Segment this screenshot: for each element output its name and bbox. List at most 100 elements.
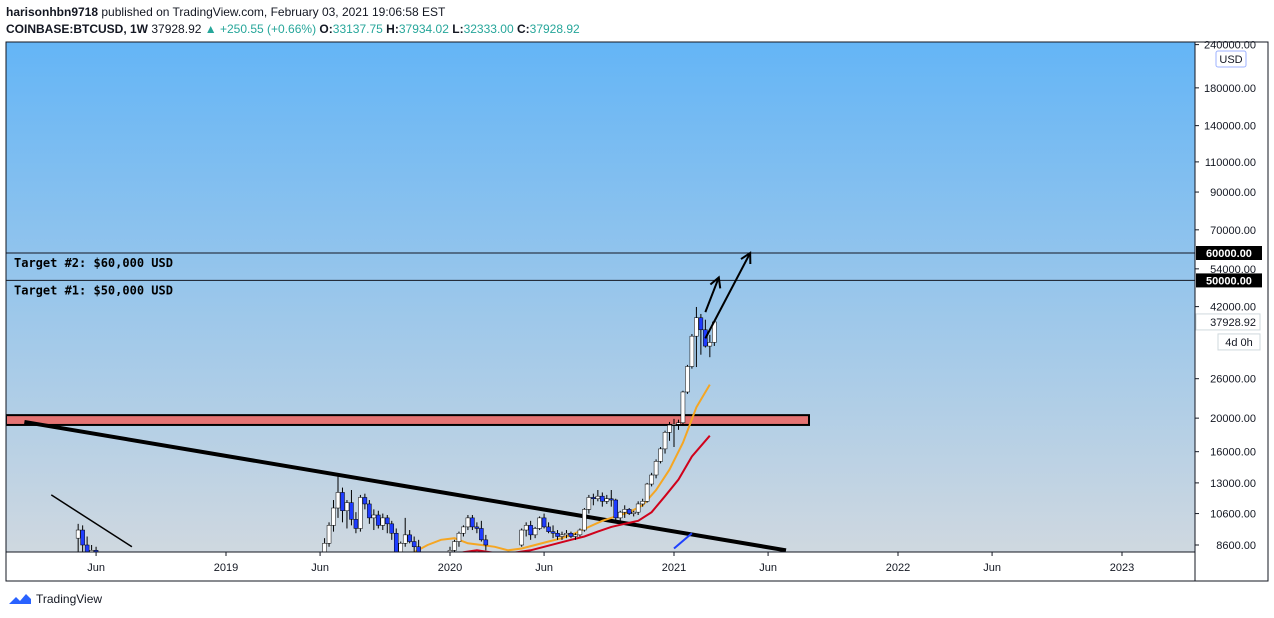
candle[interactable] — [447, 546, 453, 560]
candle[interactable] — [362, 493, 368, 510]
candle[interactable] — [644, 482, 650, 503]
support-zone[interactable] — [6, 414, 810, 426]
candle[interactable] — [331, 500, 336, 532]
candle[interactable] — [93, 546, 99, 572]
candle[interactable] — [528, 520, 533, 540]
candle[interactable] — [470, 514, 475, 531]
candle[interactable] — [340, 487, 345, 523]
candle[interactable] — [385, 514, 390, 534]
candle[interactable] — [89, 545, 94, 568]
candle[interactable] — [662, 430, 668, 454]
candle[interactable] — [541, 513, 547, 529]
candle[interactable] — [671, 418, 677, 448]
footer-brand[interactable]: TradingView — [8, 592, 102, 606]
candle[interactable] — [550, 525, 556, 539]
candle[interactable] — [411, 536, 417, 554]
candle[interactable] — [389, 520, 395, 540]
candle[interactable] — [483, 534, 489, 551]
candle[interactable] — [335, 473, 341, 518]
candle[interactable] — [559, 531, 565, 540]
candle[interactable] — [80, 525, 85, 552]
candle[interactable] — [649, 472, 654, 487]
candle[interactable] — [358, 494, 363, 532]
candle[interactable] — [694, 306, 699, 368]
candle[interactable] — [452, 539, 457, 552]
candle[interactable] — [582, 508, 587, 532]
candle[interactable] — [103, 576, 107, 597]
candle[interactable] — [326, 522, 332, 547]
candle[interactable] — [707, 334, 713, 358]
candle[interactable] — [112, 583, 116, 600]
candle[interactable] — [474, 522, 480, 534]
candle[interactable] — [600, 492, 605, 507]
candle[interactable] — [84, 536, 90, 564]
candle[interactable] — [698, 313, 704, 355]
candle[interactable] — [631, 510, 636, 517]
candle[interactable] — [479, 520, 484, 542]
candle[interactable] — [626, 508, 632, 515]
candle[interactable] — [689, 334, 695, 369]
candle[interactable] — [371, 509, 377, 531]
candle[interactable] — [568, 531, 574, 539]
candle-body — [546, 526, 551, 532]
candle[interactable] — [555, 530, 560, 540]
candle[interactable] — [344, 500, 350, 529]
candle[interactable] — [75, 523, 81, 556]
candle[interactable] — [658, 447, 663, 464]
candle[interactable] — [519, 528, 524, 547]
candle[interactable] — [635, 501, 641, 515]
candle[interactable] — [595, 489, 601, 502]
minor-trendline[interactable] — [50, 494, 133, 548]
candle[interactable] — [108, 583, 112, 602]
author-name[interactable]: harisonhbn9718 — [6, 5, 99, 19]
plot-background[interactable] — [6, 42, 1195, 552]
candle[interactable] — [604, 494, 610, 504]
candle[interactable] — [667, 421, 672, 441]
currency-badge-label: USD — [1219, 54, 1242, 66]
candle[interactable] — [676, 419, 681, 430]
countdown-badge — [1217, 333, 1261, 351]
candle-body — [559, 534, 565, 537]
candle[interactable] — [532, 526, 538, 539]
candle[interactable] — [349, 489, 354, 526]
candle[interactable] — [537, 516, 542, 531]
candle[interactable] — [465, 514, 471, 531]
target-price-label: 50000.00 — [1206, 275, 1252, 287]
candle[interactable] — [622, 505, 627, 518]
candle[interactable] — [353, 512, 359, 534]
candle[interactable] — [653, 459, 659, 479]
candle[interactable] — [376, 510, 381, 529]
descending-trendline[interactable] — [24, 419, 787, 552]
candle[interactable] — [613, 498, 619, 523]
candle[interactable] — [586, 494, 592, 514]
candle[interactable] — [393, 528, 399, 554]
candle[interactable] — [416, 539, 421, 568]
close-value: 37928.92 — [529, 22, 580, 36]
candle[interactable] — [402, 517, 408, 547]
candle[interactable] — [609, 489, 614, 507]
candle[interactable] — [680, 390, 686, 426]
candle[interactable] — [617, 510, 623, 523]
candle[interactable] — [685, 364, 690, 394]
candle[interactable] — [546, 522, 551, 534]
candle[interactable] — [577, 528, 583, 537]
candle[interactable] — [591, 493, 596, 506]
time-tick-label: Jun — [87, 562, 105, 574]
projection-arrow[interactable] — [704, 251, 752, 339]
candle[interactable] — [573, 533, 578, 540]
candle[interactable] — [398, 541, 403, 566]
currency-badge[interactable] — [1215, 50, 1247, 68]
candle[interactable] — [640, 498, 645, 507]
candle[interactable] — [322, 538, 327, 563]
candle[interactable] — [116, 566, 120, 592]
candle[interactable] — [380, 513, 386, 531]
candle[interactable] — [367, 500, 372, 524]
candle[interactable] — [523, 522, 529, 537]
candle[interactable] — [407, 530, 412, 544]
candle[interactable] — [564, 530, 569, 539]
projection-arrow[interactable] — [704, 275, 722, 313]
candle[interactable] — [421, 560, 425, 581]
candle[interactable] — [456, 531, 462, 547]
candle[interactable] — [461, 525, 466, 537]
